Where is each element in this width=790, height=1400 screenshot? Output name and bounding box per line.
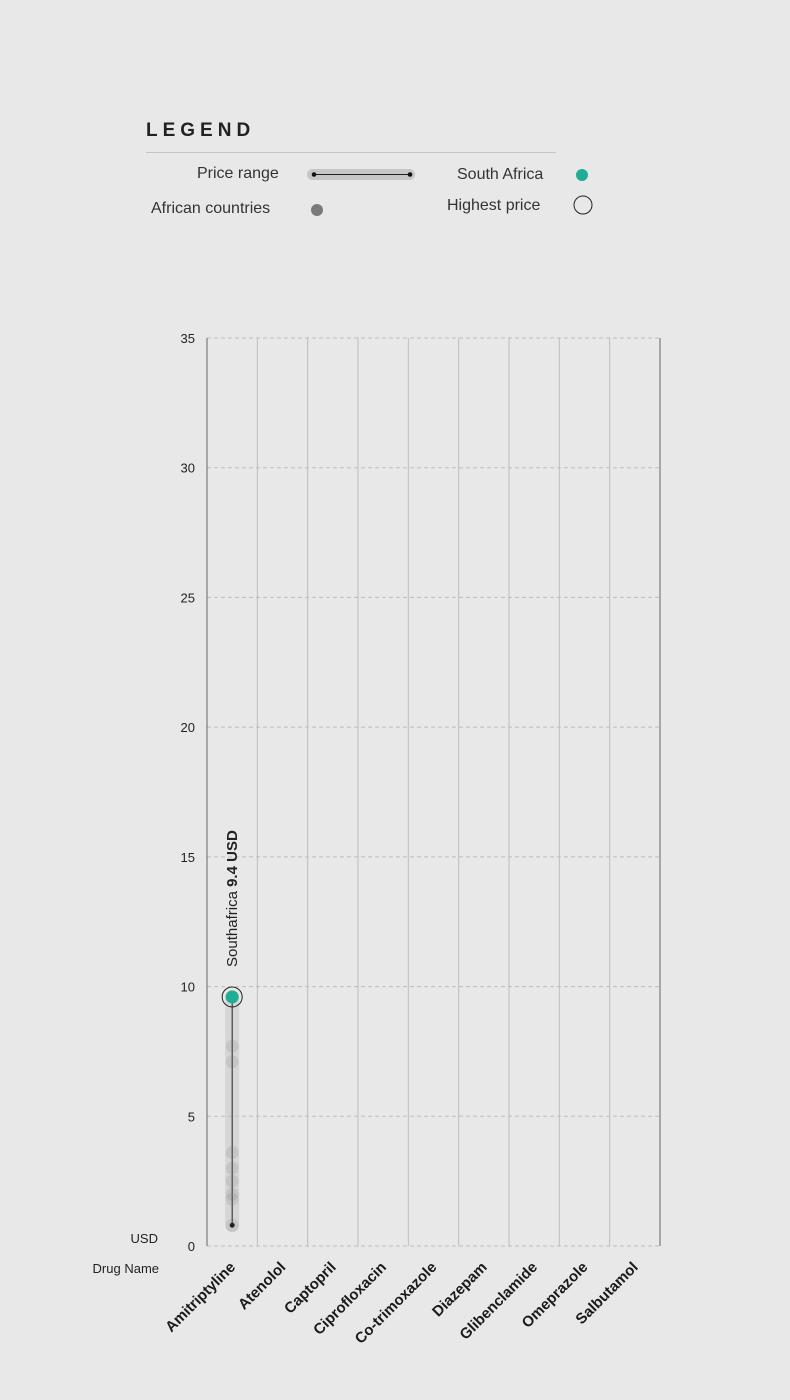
- y-tick-label: 30: [181, 461, 195, 476]
- y-tick-label: 25: [181, 590, 195, 605]
- south-africa-point: [225, 990, 239, 1004]
- y-unit-label: USD: [131, 1231, 158, 1246]
- y-tick-label: 5: [188, 1109, 195, 1124]
- legend-title: LEGEND: [146, 120, 556, 153]
- price-range-min-dot: [229, 1222, 235, 1228]
- legend-price-range-label: Price range: [197, 165, 279, 182]
- legend-south-africa-label: South Africa: [457, 166, 544, 183]
- y-tick-label: 20: [181, 720, 195, 735]
- african-country-point: [225, 1174, 239, 1188]
- african-country-point: [225, 1161, 239, 1175]
- african-country-point: [225, 1055, 239, 1069]
- highest-price-marker: [221, 986, 243, 1008]
- african-country-point: [225, 1146, 239, 1160]
- category-label: Amitriptyline: [162, 1259, 239, 1336]
- legend-african-countries-swatch: [311, 204, 323, 216]
- y-tick-label: 10: [181, 980, 195, 995]
- african-country-point: [225, 1192, 239, 1206]
- annotation-country: Southafrica: [224, 887, 241, 967]
- legend-african-countries-label: African countries: [151, 200, 271, 217]
- y-tick-label: 0: [188, 1239, 195, 1254]
- legend: LEGEND: [146, 120, 556, 153]
- legend-highest-price-label: Highest price: [447, 197, 541, 214]
- african-country-point: [225, 1218, 239, 1232]
- legend-price-range-swatch: [307, 169, 415, 180]
- african-country-point: [225, 1039, 239, 1053]
- annotation-value: 9.4 USD: [224, 830, 241, 887]
- legend-south-africa-swatch: [576, 169, 588, 181]
- legend-highest-price-swatch: [573, 195, 593, 215]
- african-country-point: [225, 1187, 239, 1201]
- y-tick-label: 15: [181, 850, 195, 865]
- x-axis-label: Drug Name: [93, 1261, 159, 1276]
- y-tick-label: 35: [181, 331, 195, 346]
- highest-price-annotation: Southafrica 9.4 USD: [224, 830, 241, 967]
